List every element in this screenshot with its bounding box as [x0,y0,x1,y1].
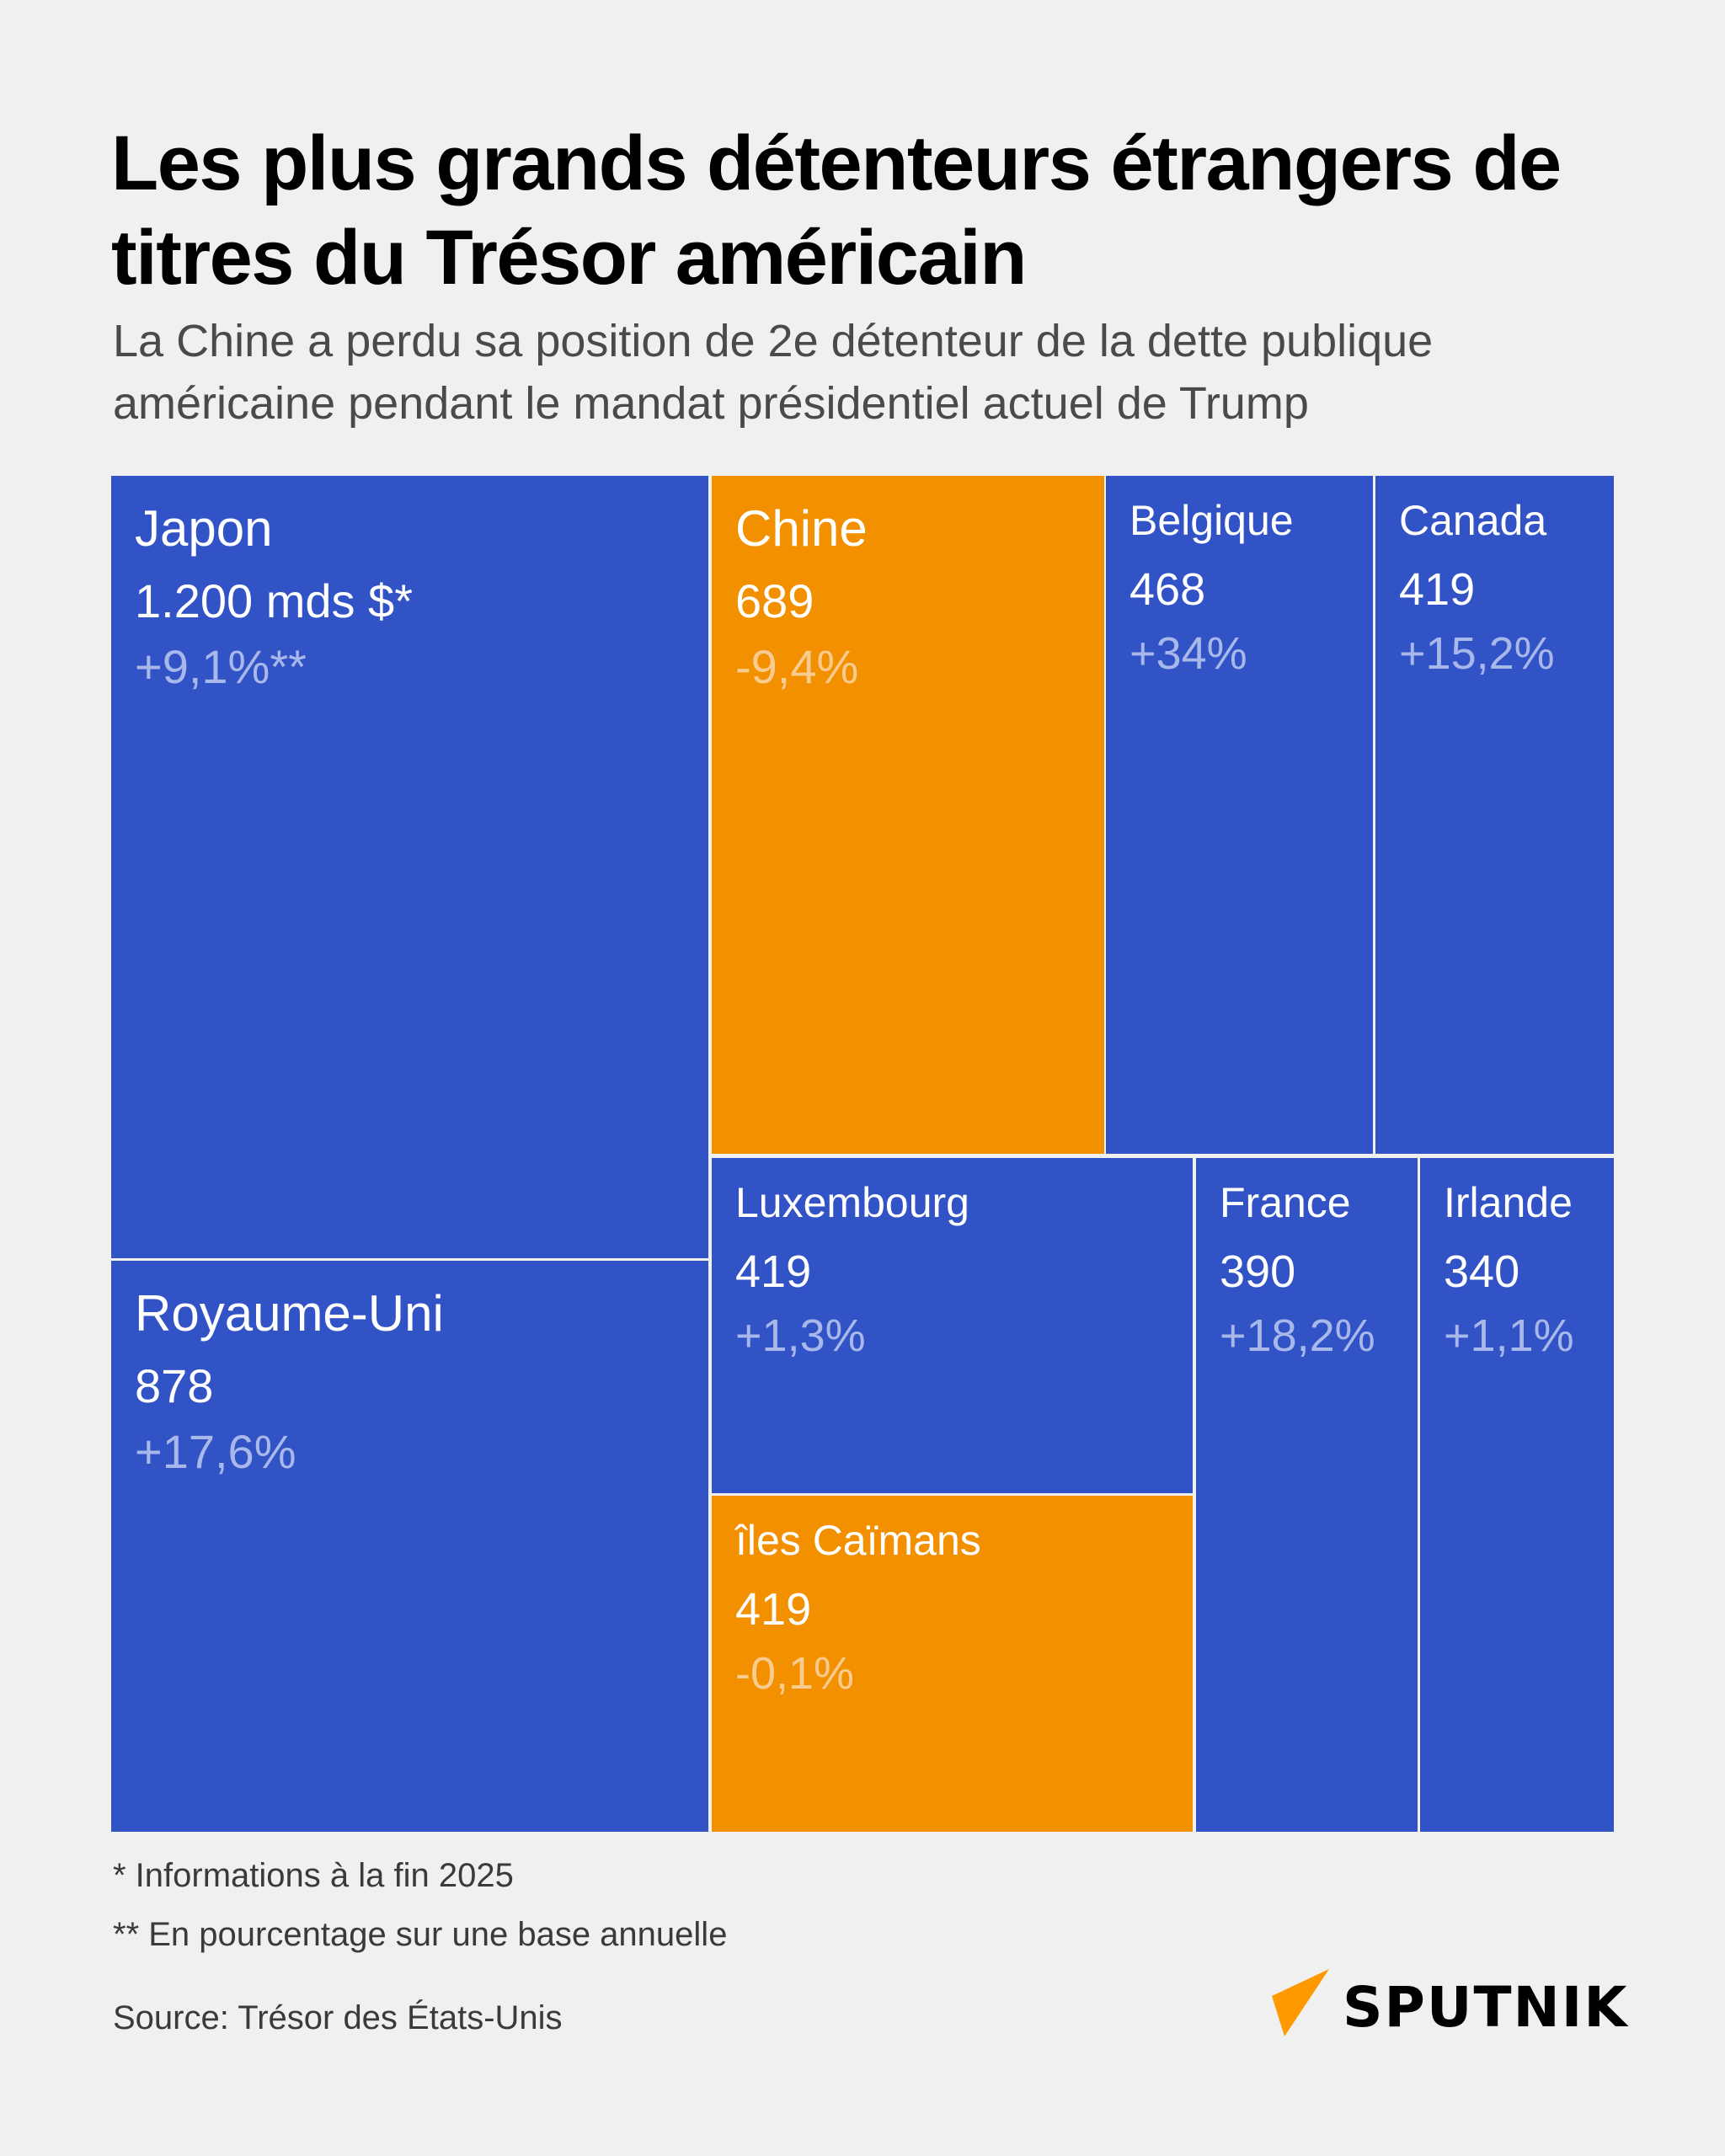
tile-name: Canada [1399,497,1547,544]
tile-value: 689 [735,574,814,627]
treemap-tile: Luxembourg 419 +1,3% [712,1158,1193,1493]
tile-name: îles Caïmans [735,1517,981,1564]
source-note: Source: Trésor des États-Unis [113,1999,563,2036]
tile-name: Belgique [1130,497,1294,544]
footnote-1: * Informations à la fin 2025 [113,1857,514,1894]
tile-change: -9,4% [735,640,859,693]
tile-change: +1,3% [735,1310,866,1361]
footnote-2: ** En pourcentage sur une base annuelle [113,1916,728,1953]
tile-value: 390 [1220,1246,1296,1297]
tile-name: Royaume-Uni [135,1285,444,1342]
tile-value: 419 [735,1246,812,1297]
tile-value: 419 [735,1584,812,1635]
tile-value: 1.200 mds $* [135,574,413,627]
tile-value: 878 [135,1359,214,1412]
treemap-tile: Chine 689 -9,4% [712,476,1104,1154]
treemap-tile: îles Caïmans 419 -0,1% [712,1496,1193,1832]
treemap-tile: Royaume-Uni 878 +17,6% [111,1261,708,1832]
tile-name: Luxembourg [735,1179,969,1226]
tile-value: 419 [1399,564,1476,615]
tile-change: +1,1% [1444,1310,1574,1361]
treemap-tile: Belgique 468 +34% [1106,476,1373,1154]
tile-name: Chine [735,500,868,557]
treemap-tile: Japon 1.200 mds $* +9,1%** [111,476,708,1258]
tile-name: Irlande [1444,1179,1573,1226]
treemap-tile: Canada 419 +15,2% [1375,476,1614,1154]
treemap-tile: France 390 +18,2% [1196,1158,1418,1832]
tile-name: Japon [135,500,273,557]
tile-change: +15,2% [1399,628,1555,679]
tile-change: +9,1%** [135,640,307,693]
tile-change: +34% [1130,628,1247,679]
treemap-tile: Irlande 340 +1,1% [1420,1158,1614,1832]
tile-value: 468 [1130,564,1206,615]
logo-text: SPUTNIK [1343,1975,1629,2040]
tile-name: France [1220,1179,1351,1226]
tile-change: +17,6% [135,1425,296,1478]
tile-change: +18,2% [1220,1310,1375,1361]
chart-title: Les plus grands détenteurs étrangers de … [111,120,1562,301]
chart-subtitle: La Chine a perdu sa position de 2e déten… [113,316,1434,429]
tile-change: -0,1% [735,1648,855,1699]
tile-value: 340 [1444,1246,1520,1297]
sputnik-logo-icon [1272,1969,1329,2036]
